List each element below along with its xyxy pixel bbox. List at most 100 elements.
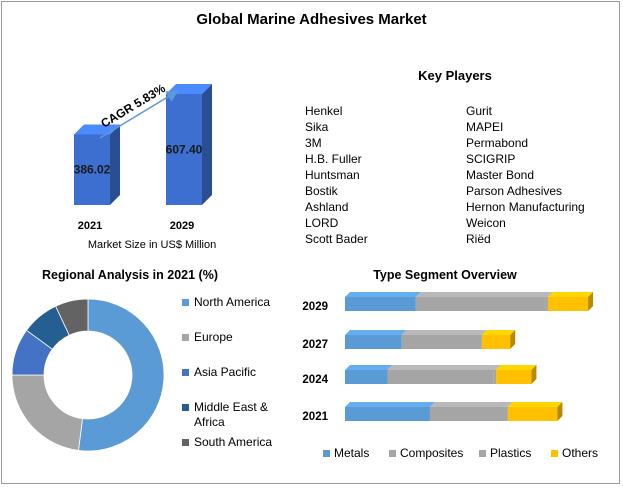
type-segment-top bbox=[493, 365, 502, 370]
type-segment-top bbox=[547, 292, 594, 297]
type-segment-top bbox=[505, 402, 513, 407]
key-player: 3M bbox=[305, 136, 322, 150]
key-player: Sika bbox=[305, 120, 329, 134]
type-segment-top bbox=[345, 292, 421, 297]
cagr-arrow bbox=[99, 90, 179, 139]
legend-swatch bbox=[551, 450, 558, 457]
legend-label: South America bbox=[194, 435, 273, 449]
legend-swatch bbox=[182, 439, 189, 446]
type-segment-top bbox=[387, 365, 499, 370]
key-player: Weicon bbox=[466, 216, 506, 230]
key-player: Bostik bbox=[305, 184, 338, 198]
market-year-2029: 2029 bbox=[170, 220, 194, 232]
key-player: Riёd bbox=[466, 232, 491, 246]
market-year-2021: 2021 bbox=[78, 220, 102, 232]
key-player: MAPEI bbox=[466, 120, 504, 134]
type-segment-top bbox=[545, 292, 553, 297]
type-segment-title: Type Segment Overview bbox=[373, 268, 517, 282]
market-bar-value-2029: 607.40 bbox=[166, 143, 203, 157]
legend-swatch bbox=[182, 299, 189, 306]
legend-label: North America bbox=[194, 295, 271, 309]
type-segment-metals-2024 bbox=[345, 370, 388, 384]
key-player: Master Bond bbox=[466, 168, 535, 182]
regional-donut-chart bbox=[11, 298, 165, 452]
type-segment-others-2029 bbox=[547, 297, 589, 311]
legend-swatch bbox=[182, 369, 189, 376]
key-player: Hernon Manufacturing bbox=[466, 200, 585, 214]
type-segment-plastics-2027 bbox=[479, 335, 482, 349]
type-segment-side bbox=[531, 365, 537, 384]
market-bar-2029 bbox=[166, 94, 202, 205]
legend-label: Plastics bbox=[490, 446, 532, 460]
type-segment-plastics-2029 bbox=[545, 297, 548, 311]
legend-label: Middle East & Africa bbox=[194, 400, 269, 429]
type-segment-chart: 2029 2027 2024 2021 bbox=[302, 292, 594, 423]
market-bar-top-2021 bbox=[74, 124, 120, 135]
type-segment-others-2021 bbox=[507, 407, 558, 421]
key-player: Gurit bbox=[466, 104, 493, 118]
legend-swatch bbox=[323, 450, 330, 457]
key-player: LORD bbox=[305, 216, 339, 230]
market-bar-2021 bbox=[74, 134, 110, 205]
type-year-2029: 2029 bbox=[302, 301, 328, 313]
type-segment-top bbox=[479, 330, 487, 335]
key-player: Scott Bader bbox=[305, 232, 368, 246]
key-player: Permabond bbox=[466, 136, 529, 150]
type-year-2024: 2024 bbox=[302, 374, 328, 386]
type-year-2021: 2021 bbox=[302, 411, 328, 423]
donut-slice-north-america bbox=[78, 298, 165, 452]
legend-label: Europe bbox=[194, 330, 233, 344]
type-segment-metals-2021 bbox=[345, 407, 430, 421]
type-segment-composites-2021 bbox=[429, 407, 506, 421]
legend-swatch bbox=[182, 404, 189, 411]
type-segment-composites-2024 bbox=[387, 370, 494, 384]
legend-label: Asia Pacific bbox=[194, 365, 257, 379]
key-player: SCIGRIP bbox=[466, 152, 516, 166]
market-bar-value-2021: 386.02 bbox=[74, 163, 111, 177]
type-segment-side bbox=[588, 292, 594, 311]
donut-slice-south-america bbox=[55, 298, 89, 336]
key-players-column-2: Gurit MAPEI Permabond SCIGRIP Master Bond Par… bbox=[466, 103, 585, 247]
legend-swatch bbox=[479, 450, 486, 457]
type-segment-side bbox=[557, 402, 563, 421]
type-segment-plastics-2024 bbox=[493, 370, 497, 384]
type-segment-top bbox=[496, 365, 537, 370]
key-player: Ashland bbox=[305, 200, 349, 214]
type-segment-top bbox=[415, 292, 551, 297]
key-player: H.B. Fuller bbox=[305, 152, 362, 166]
type-segment-top bbox=[429, 402, 511, 407]
type-segment-metals-2027 bbox=[345, 335, 402, 349]
type-segment-composites-2029 bbox=[415, 297, 546, 311]
cagr-label: CAGR 5.83% bbox=[98, 81, 168, 131]
key-players-column-1: Henkel Sika 3M H.B. Fuller Huntsman Bostik Ash… bbox=[305, 103, 368, 247]
market-size-chart: 386.02 2021 607.40 2029 CAGR 5.83% Market S… bbox=[74, 81, 217, 251]
key-players-title: Key Players bbox=[418, 68, 492, 83]
donut-slice-europe bbox=[11, 374, 83, 451]
type-segment-plastics-2021 bbox=[505, 407, 508, 421]
type-segment-others-2027 bbox=[481, 335, 511, 349]
type-segment-top bbox=[345, 402, 435, 407]
key-player: Henkel bbox=[305, 104, 343, 118]
type-segment-metals-2029 bbox=[345, 297, 416, 311]
key-player: Huntsman bbox=[305, 168, 360, 182]
type-segment-top bbox=[481, 330, 516, 335]
regional-title: Regional Analysis in 2021 (%) bbox=[42, 268, 218, 282]
page-title: Global Marine Adhesives Market bbox=[196, 11, 427, 28]
type-segment-composites-2027 bbox=[401, 335, 480, 349]
key-player: Parson Adhesives bbox=[466, 184, 563, 198]
legend-label: Metals bbox=[334, 446, 370, 460]
type-segment-top bbox=[401, 330, 485, 335]
type-year-2027: 2027 bbox=[302, 339, 328, 351]
type-segment-side bbox=[510, 330, 516, 349]
type-segment-top bbox=[345, 330, 407, 335]
legend-swatch bbox=[182, 334, 189, 341]
market-bar-side-2021 bbox=[110, 124, 120, 205]
legend-label: Others bbox=[562, 446, 599, 460]
type-segment-top bbox=[345, 365, 393, 370]
type-segment-top bbox=[507, 402, 563, 407]
legend-swatch bbox=[389, 450, 396, 457]
legend-label: Composites bbox=[400, 446, 464, 460]
market-bar-side-2029 bbox=[202, 84, 212, 205]
market-caption: Market Size in US$ Million bbox=[88, 239, 216, 251]
